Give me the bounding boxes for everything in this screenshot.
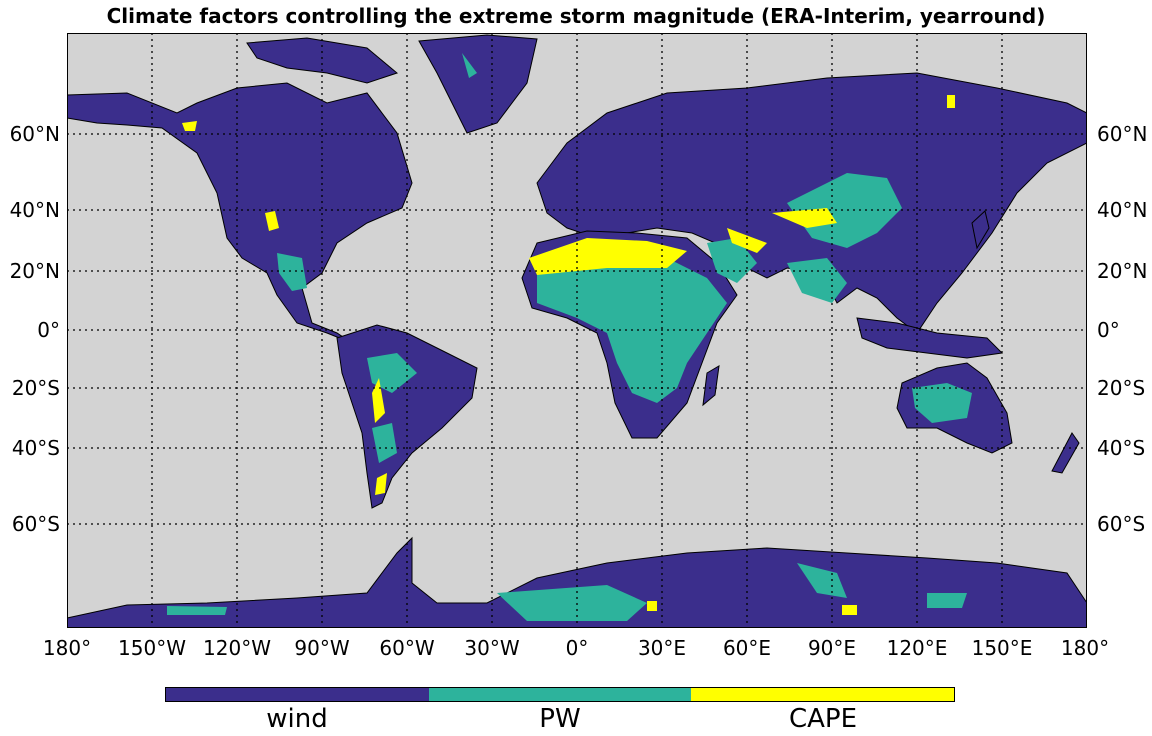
x-tick: 120°E bbox=[886, 636, 948, 660]
x-tick: 30°E bbox=[637, 636, 687, 660]
x-tick: 90°E bbox=[807, 636, 857, 660]
y-tick-right: 40°S bbox=[1097, 436, 1146, 460]
x-tick: 60°E bbox=[722, 636, 772, 660]
y-tick-right: 20°N bbox=[1097, 259, 1148, 283]
y-tick-right: 40°N bbox=[1097, 198, 1148, 222]
y-tick-left: 60°N bbox=[9, 122, 60, 146]
y-tick-right: 0° bbox=[1097, 318, 1120, 342]
y-tick-left: 20°N bbox=[9, 259, 60, 283]
x-tick: 180° bbox=[42, 636, 92, 660]
antarctica bbox=[67, 536, 1087, 628]
madagascar bbox=[702, 365, 720, 407]
greenland bbox=[418, 34, 538, 134]
colorbar-wind-swatch bbox=[166, 688, 429, 701]
colorbar-label-pw: PW bbox=[539, 704, 581, 734]
x-tick: 180° bbox=[1060, 636, 1110, 660]
colorbar bbox=[165, 687, 955, 702]
x-tick: 150°W bbox=[118, 636, 186, 660]
x-tick: 120°W bbox=[203, 636, 271, 660]
land-cape bbox=[182, 95, 955, 615]
y-tick-left: 0° bbox=[37, 318, 60, 342]
colorbar-pw-swatch bbox=[428, 688, 692, 701]
y-tick-left: 40°S bbox=[11, 436, 60, 460]
arctic-islands bbox=[246, 37, 399, 84]
y-tick-right: 60°S bbox=[1097, 512, 1146, 536]
colorbar-label-cape: CAPE bbox=[788, 704, 858, 734]
x-tick: 0° bbox=[565, 636, 589, 660]
x-tick: 30°W bbox=[464, 636, 520, 660]
x-tick: 90°W bbox=[294, 636, 350, 660]
y-tick-left: 20°S bbox=[11, 376, 60, 400]
colorbar-cape-swatch bbox=[691, 688, 955, 701]
y-tick-left: 40°N bbox=[9, 198, 60, 222]
new-zealand bbox=[1051, 432, 1080, 474]
map-title: Climate factors controlling the extreme … bbox=[106, 4, 1046, 28]
world-map bbox=[67, 33, 1087, 628]
japan bbox=[971, 210, 990, 250]
map-frame bbox=[67, 33, 1087, 628]
colorbar-label-wind: wind bbox=[266, 704, 328, 734]
x-tick: 60°W bbox=[379, 636, 435, 660]
y-tick-right: 20°S bbox=[1097, 376, 1146, 400]
y-tick-left: 60°S bbox=[11, 512, 60, 536]
north-america bbox=[67, 82, 413, 344]
graticule bbox=[67, 33, 1087, 628]
y-tick-right: 60°N bbox=[1097, 122, 1148, 146]
x-tick: 150°E bbox=[971, 636, 1033, 660]
